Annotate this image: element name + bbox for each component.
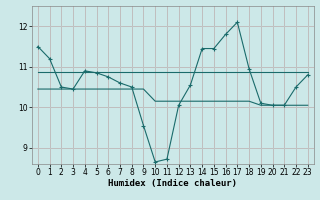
X-axis label: Humidex (Indice chaleur): Humidex (Indice chaleur) bbox=[108, 179, 237, 188]
